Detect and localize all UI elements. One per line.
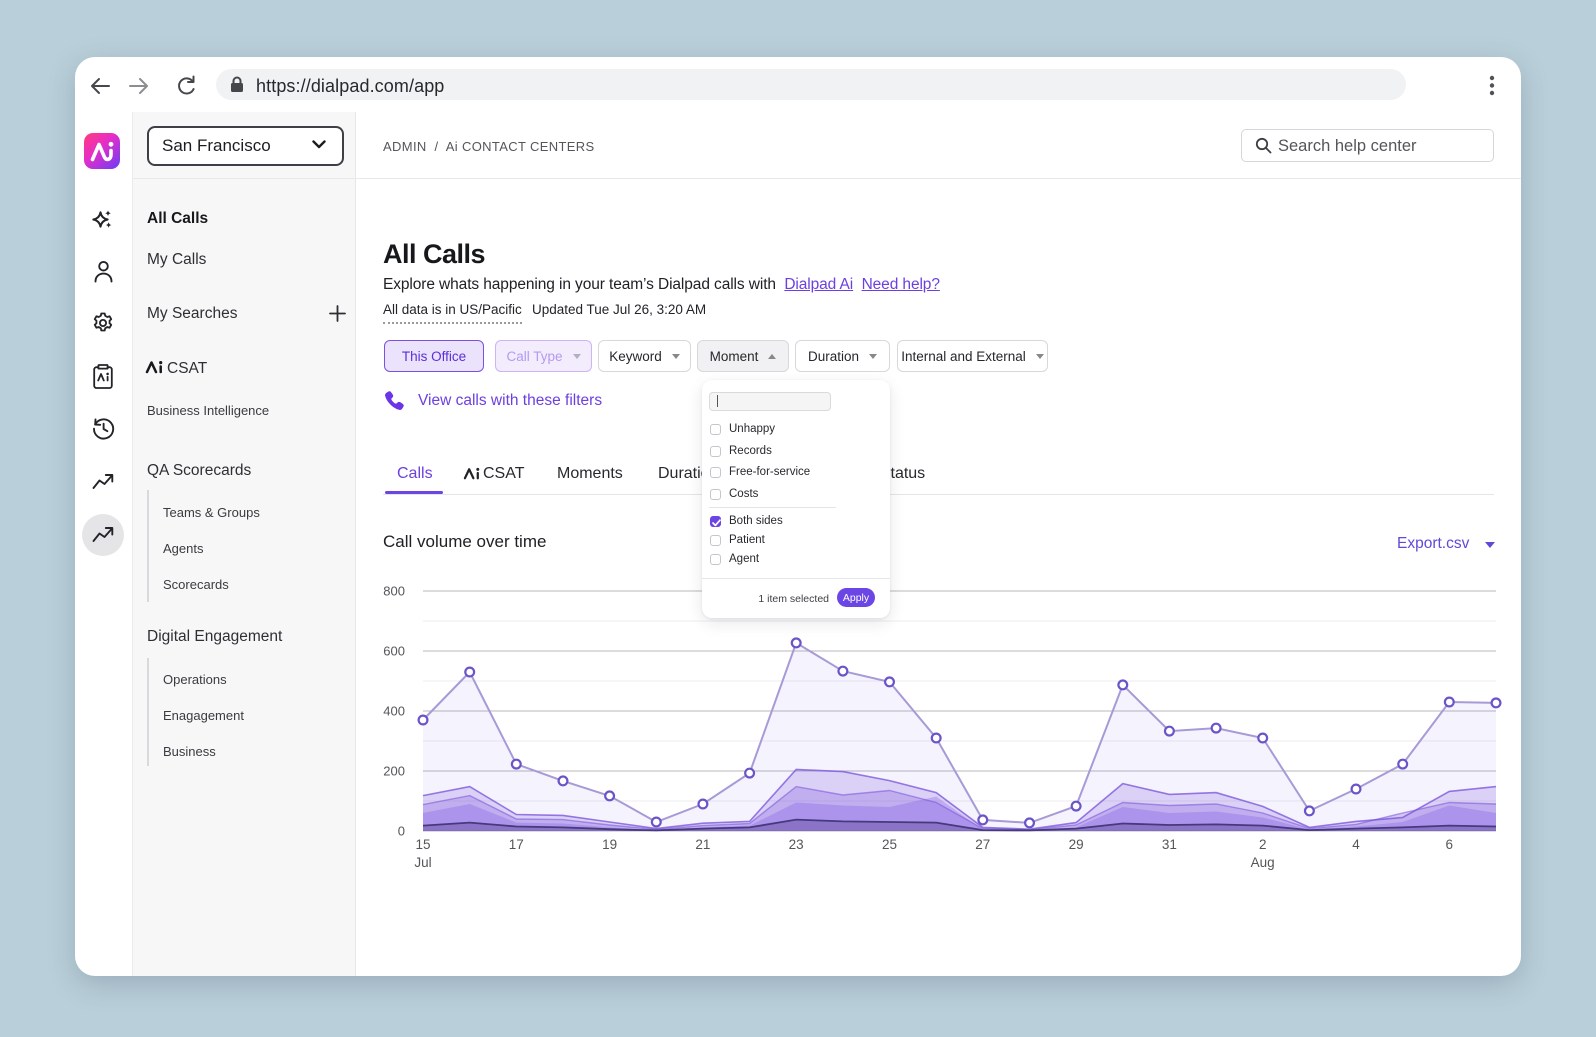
svg-text:800: 800 [383,584,405,599]
svg-text:17: 17 [509,837,524,852]
svg-text:31: 31 [1162,837,1177,852]
svg-text:15: 15 [415,837,430,852]
svg-text:23: 23 [789,837,804,852]
svg-text:27: 27 [975,837,990,852]
svg-text:Aug: Aug [1251,855,1275,870]
svg-text:25: 25 [882,837,897,852]
svg-text:29: 29 [1069,837,1084,852]
svg-text:0: 0 [398,824,405,839]
svg-text:Jul: Jul [414,855,431,870]
svg-text:2: 2 [1259,837,1267,852]
svg-text:400: 400 [383,704,405,719]
svg-text:4: 4 [1352,837,1360,852]
svg-text:21: 21 [695,837,710,852]
svg-text:19: 19 [602,837,617,852]
svg-text:6: 6 [1446,837,1454,852]
svg-text:600: 600 [383,644,405,659]
svg-text:200: 200 [383,764,405,779]
